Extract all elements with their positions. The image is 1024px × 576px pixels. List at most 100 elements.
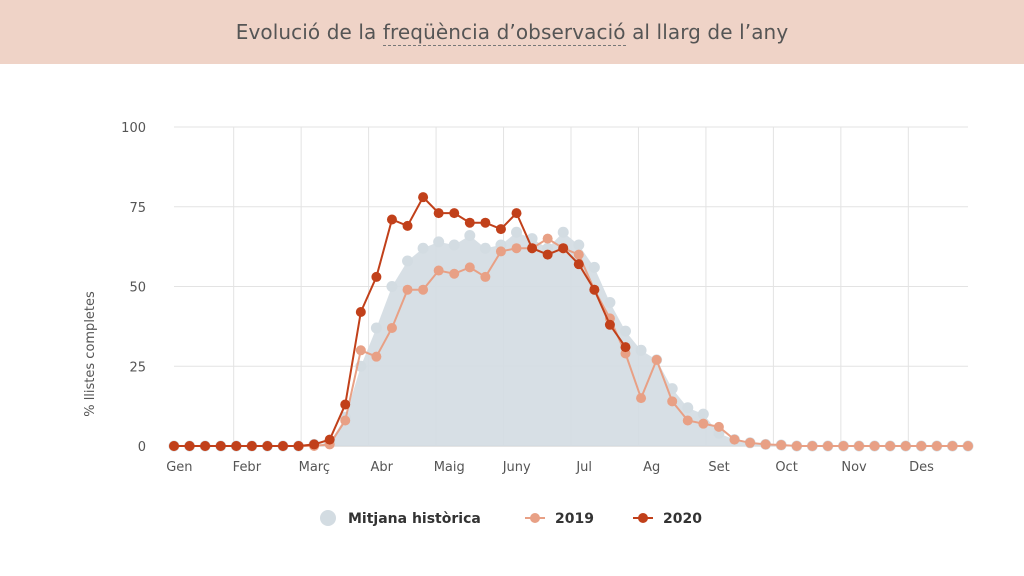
data-point-2019[interactable] [698, 418, 709, 429]
data-point-2020[interactable] [573, 259, 584, 270]
legend-item-2020[interactable]: 2020 [633, 511, 702, 527]
data-point-2020[interactable] [495, 224, 506, 235]
data-point-2020[interactable] [293, 441, 304, 451]
data-point-2020[interactable] [449, 208, 460, 219]
data-point-2019[interactable] [495, 246, 506, 257]
data-point-2019[interactable] [838, 441, 849, 451]
data-point-2020[interactable] [309, 439, 320, 450]
data-point-2019[interactable] [776, 440, 787, 451]
data-point-2020[interactable] [371, 271, 382, 282]
data-point-historical[interactable] [417, 242, 429, 254]
x-tick-label: Febr [233, 460, 262, 475]
data-point-2020[interactable] [215, 441, 226, 451]
data-point-2019[interactable] [947, 441, 958, 451]
x-tick-label: Des [909, 460, 934, 475]
data-point-2020[interactable] [184, 441, 195, 451]
data-point-2020[interactable] [480, 217, 491, 228]
data-point-2020[interactable] [386, 214, 397, 225]
data-point-historical[interactable] [464, 229, 476, 241]
data-point-2019[interactable] [355, 345, 366, 356]
data-point-2019[interactable] [371, 351, 382, 362]
data-point-2019[interactable] [449, 268, 460, 279]
data-point-2020[interactable] [402, 220, 413, 231]
data-point-historical[interactable] [479, 242, 491, 254]
data-point-historical[interactable] [635, 344, 647, 356]
data-point-historical[interactable] [511, 226, 523, 238]
data-point-2020[interactable] [231, 441, 242, 451]
data-point-historical[interactable] [386, 281, 398, 292]
data-point-2020[interactable] [511, 208, 522, 219]
data-point-2019[interactable] [340, 415, 351, 426]
data-point-2019[interactable] [729, 434, 740, 445]
data-point-2019[interactable] [418, 284, 429, 295]
legend-item-2019[interactable]: 2019 [525, 511, 594, 527]
data-point-2020[interactable] [200, 441, 211, 451]
data-point-2019[interactable] [869, 441, 880, 451]
data-point-2019[interactable] [745, 437, 756, 448]
data-point-2020[interactable] [169, 441, 179, 451]
data-point-2020[interactable] [340, 399, 351, 410]
data-point-2020[interactable] [433, 208, 444, 219]
data-point-2019[interactable] [900, 441, 911, 451]
data-point-2019[interactable] [480, 271, 491, 282]
legend-label: 2020 [663, 511, 702, 527]
legend-item-historical[interactable]: Mitjana històrica [320, 510, 481, 527]
data-point-2019[interactable] [682, 415, 693, 426]
data-point-2020[interactable] [542, 249, 553, 260]
data-point-2019[interactable] [963, 441, 973, 451]
data-point-historical[interactable] [697, 408, 709, 420]
y-tick-label: 25 [129, 360, 146, 375]
data-point-2020[interactable] [246, 441, 257, 451]
data-point-2019[interactable] [433, 265, 444, 276]
data-point-2019[interactable] [807, 441, 818, 451]
x-axis-ticks: Gen Febr Març Abr Maig Juny Jul Ag Set Oct Nov Des [166, 460, 934, 475]
data-point-2020[interactable] [464, 217, 475, 228]
data-point-2019[interactable] [854, 441, 865, 451]
data-point-2019[interactable] [760, 439, 771, 450]
data-point-2020[interactable] [558, 243, 569, 254]
legend-marker [638, 513, 648, 523]
data-point-2020[interactable] [324, 434, 335, 445]
data-point-2019[interactable] [931, 441, 942, 451]
data-point-historical[interactable] [557, 226, 569, 238]
data-point-2020[interactable] [620, 342, 631, 353]
x-tick-label: Set [708, 460, 729, 475]
data-point-2020[interactable] [418, 192, 429, 203]
data-point-historical[interactable] [448, 239, 460, 251]
data-point-2020[interactable] [262, 441, 273, 451]
data-point-2019[interactable] [402, 284, 413, 295]
data-point-historical[interactable] [573, 239, 585, 251]
data-point-2019[interactable] [651, 354, 662, 365]
data-point-2020[interactable] [589, 284, 600, 295]
data-point-historical[interactable] [604, 296, 616, 308]
data-point-2019[interactable] [542, 233, 553, 244]
data-point-2020[interactable] [527, 243, 538, 254]
data-point-2019[interactable] [464, 262, 475, 273]
data-point-historical[interactable] [588, 261, 600, 273]
data-point-historical[interactable] [370, 322, 382, 334]
data-point-2020[interactable] [277, 441, 288, 451]
data-point-2019[interactable] [885, 441, 896, 451]
series-area-historical [174, 232, 968, 446]
data-point-2019[interactable] [573, 249, 584, 260]
data-point-2019[interactable] [667, 396, 678, 407]
data-point-2020[interactable] [355, 307, 366, 318]
chart-header: Evolució de la freqüència d’observació a… [0, 0, 1024, 64]
x-tick-label: Nov [841, 460, 867, 475]
title-link[interactable]: freqüència d’observació [382, 20, 626, 46]
x-tick-label: Jul [575, 460, 592, 475]
data-point-2019[interactable] [386, 322, 397, 333]
data-point-2019[interactable] [511, 243, 522, 254]
data-point-2019[interactable] [916, 441, 927, 451]
x-tick-label: Març [299, 460, 330, 475]
data-point-historical[interactable] [619, 325, 631, 337]
data-point-2019[interactable] [822, 441, 833, 451]
data-point-historical[interactable] [433, 236, 445, 248]
data-point-historical[interactable] [402, 255, 414, 267]
data-point-2019[interactable] [791, 441, 802, 451]
y-tick-label: 50 [129, 281, 146, 296]
data-point-historical[interactable] [682, 402, 694, 414]
data-point-2019[interactable] [713, 421, 724, 432]
data-point-2019[interactable] [636, 393, 647, 404]
data-point-2020[interactable] [604, 319, 615, 330]
